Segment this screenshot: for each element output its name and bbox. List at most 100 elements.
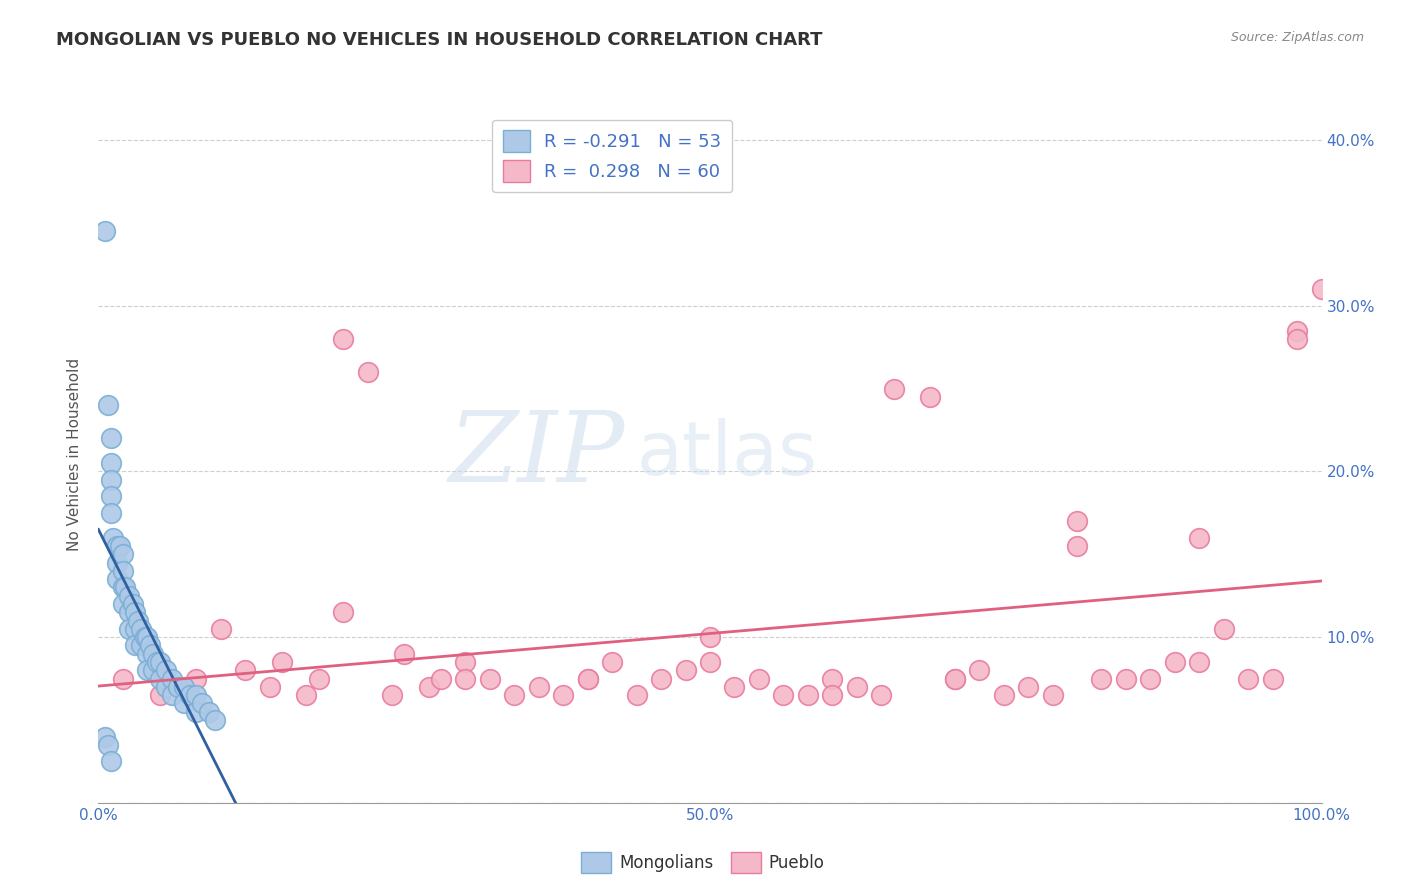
Point	[105, 572, 128, 586]
Point	[124, 605, 146, 619]
Point	[100, 473, 122, 487]
Point	[186, 688, 208, 702]
Point	[576, 672, 599, 686]
Point	[111, 581, 134, 595]
Point	[943, 672, 966, 686]
Point	[478, 672, 501, 686]
Point	[124, 639, 146, 653]
Text: MONGOLIAN VS PUEBLO NO VEHICLES IN HOUSEHOLD CORRELATION CHART: MONGOLIAN VS PUEBLO NO VEHICLES IN HOUSE…	[56, 31, 823, 49]
Point	[870, 688, 893, 702]
Point	[1237, 672, 1260, 686]
Point	[149, 688, 172, 702]
Point	[110, 539, 132, 553]
Point	[626, 688, 648, 702]
Point	[356, 365, 378, 379]
Point	[124, 622, 146, 636]
Point	[883, 382, 905, 396]
Point	[233, 663, 256, 677]
Point	[121, 597, 143, 611]
Point	[179, 688, 201, 702]
Point	[134, 630, 156, 644]
Point	[101, 531, 124, 545]
Point	[136, 663, 159, 677]
Point	[699, 655, 721, 669]
Point	[772, 688, 794, 702]
Point	[129, 639, 152, 653]
Point	[100, 431, 122, 445]
Point	[993, 688, 1015, 702]
Point	[118, 605, 141, 619]
Point	[204, 713, 226, 727]
Text: Source: ZipAtlas.com: Source: ZipAtlas.com	[1230, 31, 1364, 45]
Point	[454, 655, 477, 669]
Point	[160, 672, 183, 686]
Y-axis label: No Vehicles in Household: No Vehicles in Household	[67, 359, 83, 551]
Point	[845, 680, 868, 694]
Point	[576, 672, 599, 686]
Point	[600, 655, 623, 669]
Point	[100, 489, 122, 503]
Point	[111, 564, 134, 578]
Point	[111, 547, 134, 561]
Point	[503, 688, 526, 702]
Point	[821, 672, 844, 686]
Point	[381, 688, 404, 702]
Legend: R = -0.291   N = 53, R =  0.298   N = 60: R = -0.291 N = 53, R = 0.298 N = 60	[492, 120, 733, 193]
Point	[699, 630, 721, 644]
Point	[118, 589, 141, 603]
Point	[797, 688, 820, 702]
Point	[142, 663, 165, 677]
Point	[1188, 531, 1211, 545]
Point	[186, 672, 208, 686]
Point	[650, 672, 672, 686]
Point	[675, 663, 697, 677]
Point	[1212, 622, 1234, 636]
Point	[1164, 655, 1187, 669]
Point	[105, 539, 128, 553]
Point	[392, 647, 416, 661]
Point	[943, 672, 966, 686]
Point	[270, 655, 294, 669]
Point	[93, 224, 115, 238]
Point	[167, 680, 190, 694]
Point	[100, 506, 122, 520]
Point	[1310, 282, 1333, 296]
Point	[93, 730, 115, 744]
Point	[155, 680, 177, 694]
Point	[1286, 332, 1309, 346]
Point	[136, 647, 159, 661]
Point	[1188, 655, 1211, 669]
Point	[1115, 672, 1137, 686]
Point	[259, 680, 281, 694]
Point	[111, 597, 134, 611]
Point	[454, 672, 477, 686]
Point	[97, 398, 120, 412]
Text: atlas: atlas	[637, 418, 818, 491]
Point	[100, 755, 122, 769]
Point	[100, 456, 122, 470]
Point	[111, 672, 134, 686]
Point	[723, 680, 745, 694]
Point	[1017, 680, 1039, 694]
Point	[1090, 672, 1112, 686]
Point	[105, 556, 128, 570]
Point	[1261, 672, 1284, 686]
Point	[136, 630, 159, 644]
Point	[118, 622, 141, 636]
Point	[418, 680, 440, 694]
Point	[1286, 324, 1309, 338]
Point	[173, 697, 195, 711]
Point	[527, 680, 550, 694]
Point	[146, 655, 169, 669]
Point	[139, 639, 162, 653]
Point	[332, 605, 354, 619]
Point	[149, 672, 172, 686]
Point	[186, 705, 208, 719]
Point	[160, 688, 183, 702]
Point	[1066, 514, 1088, 528]
Text: ZIP: ZIP	[449, 408, 624, 502]
Point	[97, 738, 120, 752]
Point	[209, 622, 232, 636]
Point	[129, 622, 152, 636]
Point	[332, 332, 354, 346]
